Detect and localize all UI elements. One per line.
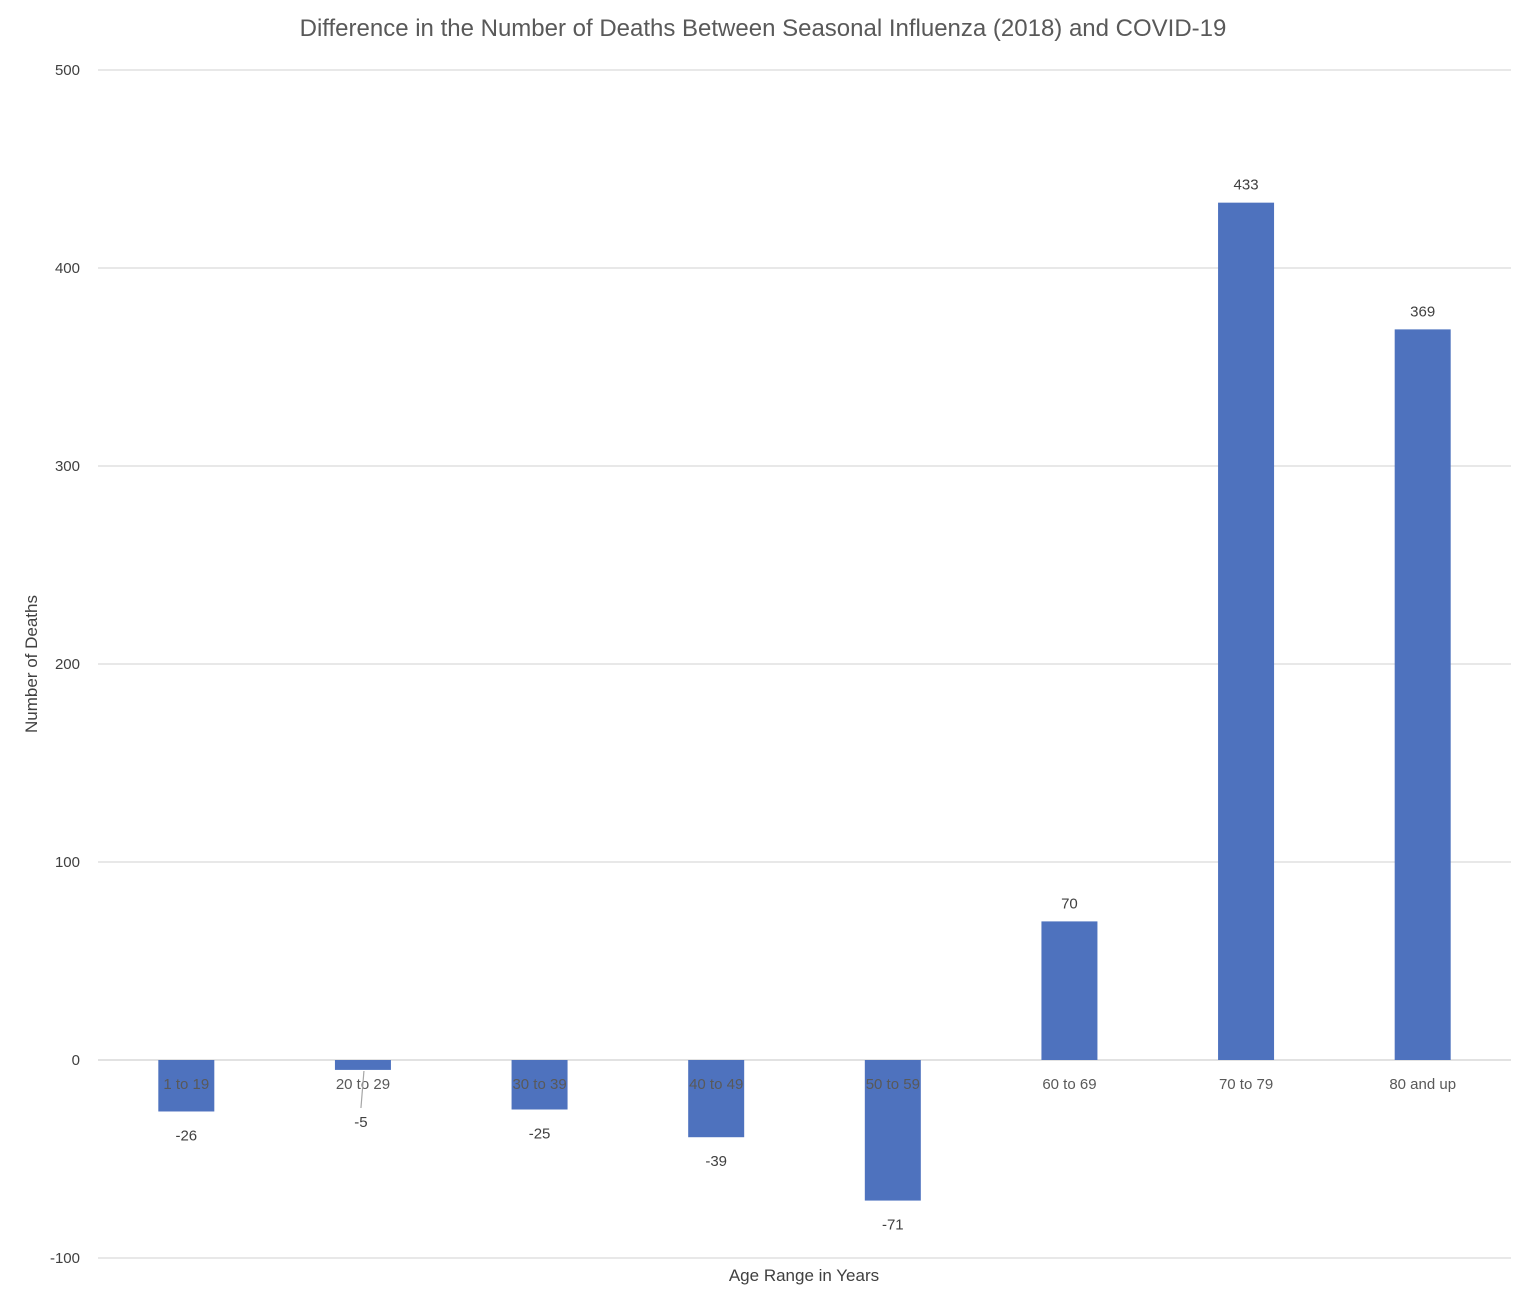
y-tick-labels: -100 0 100 200 300 400 500 [50, 62, 80, 1267]
data-label: -5 [354, 1114, 367, 1131]
category-label: 1 to 19 [163, 1076, 209, 1093]
y-tick-label: 100 [55, 854, 80, 871]
leader-line [360, 1070, 365, 1109]
y-tick-label: 400 [55, 260, 80, 277]
data-label: 433 [1234, 177, 1259, 194]
data-label: -39 [705, 1153, 727, 1170]
data-label: 70 [1061, 895, 1078, 912]
chart-title: Difference in the Number of Deaths Betwe… [300, 15, 1227, 42]
category-label: 30 to 39 [512, 1076, 566, 1093]
y-axis-title: Number of Deaths [22, 595, 41, 733]
y-tick-label: 0 [72, 1052, 80, 1069]
x-axis-title: Age Range in Years [729, 1266, 879, 1285]
data-label: 369 [1410, 303, 1435, 320]
data-label: -71 [882, 1217, 904, 1234]
y-tick-label: -100 [50, 1250, 80, 1267]
gridlines [98, 69, 1511, 1259]
bars [158, 202, 1451, 1201]
data-label: -26 [175, 1127, 197, 1144]
y-tick-label: 500 [55, 62, 80, 79]
category-label: 80 and up [1389, 1076, 1456, 1093]
y-tick-label: 200 [55, 656, 80, 673]
bar [334, 1060, 391, 1070]
bar [1218, 202, 1275, 1060]
y-tick-label: 300 [55, 458, 80, 475]
category-label: 50 to 59 [866, 1076, 920, 1093]
bar [511, 1060, 568, 1110]
bar [1041, 921, 1098, 1060]
category-label: 40 to 49 [689, 1076, 743, 1093]
bar [158, 1060, 215, 1112]
bar [864, 1060, 921, 1201]
category-label: 60 to 69 [1042, 1076, 1096, 1093]
bar [688, 1060, 745, 1138]
data-label: -25 [529, 1126, 551, 1143]
category-label: 70 to 79 [1219, 1076, 1273, 1093]
bar [1394, 329, 1451, 1060]
category-labels: 1 to 19 20 to 29 30 to 39 40 to 49 50 to 59 6… [163, 1076, 1456, 1093]
data-labels: -26 -5 -25 -39 -71 70 433 369 [175, 177, 1435, 1234]
